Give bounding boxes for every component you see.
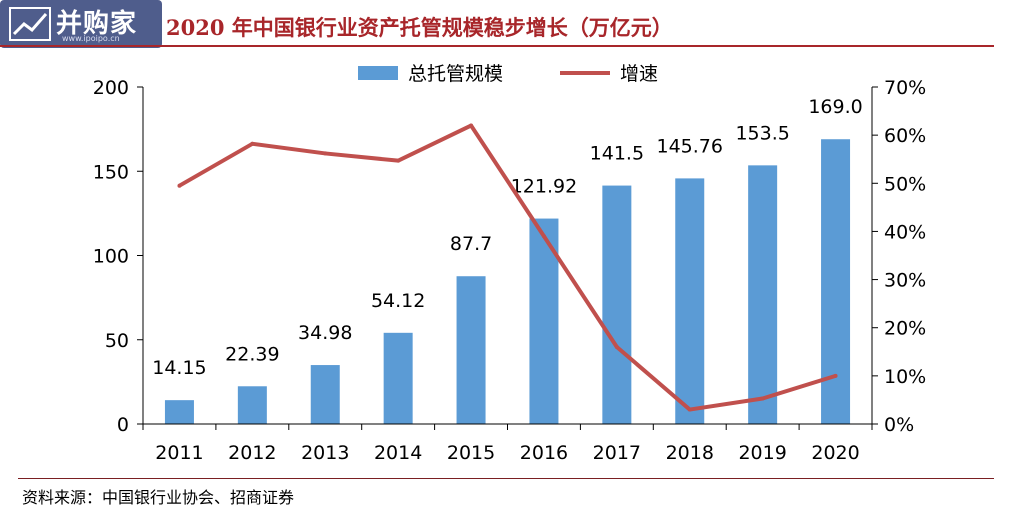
growth-point-2015 <box>469 123 474 128</box>
y-left-tick-label: 50 <box>105 330 129 352</box>
logo-text: 并购家 <box>56 9 138 39</box>
growth-point-2013 <box>323 151 328 156</box>
legend-swatch-bar <box>358 66 398 80</box>
chart-logo-icon <box>9 7 51 41</box>
growth-point-2011 <box>177 183 182 188</box>
bar-2013 <box>310 365 340 424</box>
chart-legend: 总托管规模 增速 <box>358 63 658 85</box>
y-right-tick-label: 40% <box>884 221 926 243</box>
bar-label-2016: 121.92 <box>511 176 577 198</box>
y-left-tick-label: 0 <box>117 414 129 436</box>
bar-label-2018: 145.76 <box>657 135 723 157</box>
bar-2017 <box>602 185 632 424</box>
growth-point-2020 <box>833 373 838 378</box>
y-left-tick-label: 100 <box>93 246 129 268</box>
x-tick-label: 2015 <box>447 442 495 464</box>
growth-point-2012 <box>250 141 255 146</box>
bar-label-2015: 87.7 <box>450 233 492 255</box>
x-tick-label: 2016 <box>520 442 568 464</box>
x-tick-label: 2012 <box>228 442 276 464</box>
y-right-tick-label: 10% <box>884 366 926 388</box>
growth-point-2019 <box>760 396 765 401</box>
growth-point-2017 <box>614 344 619 349</box>
bar-2015 <box>456 276 486 424</box>
bar-label-2011: 14.15 <box>152 357 206 379</box>
x-tick-label: 2020 <box>811 442 859 464</box>
x-tick-label: 2019 <box>738 442 786 464</box>
line-series <box>177 123 838 412</box>
source-divider <box>18 478 994 479</box>
brand-logo: 并购家 www.ipoipo.cn <box>0 0 162 48</box>
y-right-tick-label: 20% <box>884 318 926 340</box>
growth-line <box>178 123 837 412</box>
x-tick-label: 2014 <box>374 442 422 464</box>
bar-2014 <box>383 332 413 424</box>
page-title: 2020 年中国银行业资产托管规模稳步增长（万亿元） <box>166 15 673 40</box>
bar-label-2020: 169.0 <box>808 96 862 118</box>
y-right-tick-label: 0% <box>884 414 914 436</box>
y-left-tick-label: 200 <box>93 77 129 99</box>
bar-2011 <box>164 400 194 424</box>
x-tick-label: 2017 <box>593 442 641 464</box>
legend-label-bar: 总托管规模 <box>408 63 503 85</box>
chart-axes: 0 50 100 150 200 0% 10% 20% 30% 40% 50% 60% 70% 2011 2… <box>93 77 927 464</box>
x-tick-label: 2018 <box>666 442 714 464</box>
growth-point-2014 <box>396 158 401 163</box>
legend-label-line: 增速 <box>620 63 658 85</box>
title-divider <box>0 45 994 47</box>
bar-2018 <box>675 178 705 424</box>
growth-point-2018 <box>687 407 692 412</box>
growth-point-2016 <box>541 234 546 239</box>
bar-label-2017: 141.5 <box>590 143 644 165</box>
y-left-tick-label: 150 <box>93 161 129 183</box>
source-note: 资料来源：中国银行业协会、招商证券 <box>22 488 295 507</box>
y-right-tick-label: 70% <box>884 77 926 99</box>
bar-label-2012: 22.39 <box>225 343 279 365</box>
y-right-tick-label: 60% <box>884 125 926 147</box>
bar-2012 <box>237 386 267 424</box>
y-right-tick-label: 50% <box>884 173 926 195</box>
logo-url: www.ipoipo.cn <box>62 34 120 43</box>
bar-2020 <box>821 139 851 425</box>
bar-label-2014: 54.12 <box>371 290 425 312</box>
bar-label-2019: 153.5 <box>735 122 789 144</box>
bar-data-labels: 14.15 22.39 34.98 54.12 87.7 121.92 141.5 145.7… <box>152 96 863 379</box>
bar-2019 <box>748 165 778 425</box>
y-right-tick-label: 30% <box>884 270 926 292</box>
bar-label-2013: 34.98 <box>298 322 352 344</box>
x-tick-label: 2011 <box>155 442 203 464</box>
x-tick-label: 2013 <box>301 442 349 464</box>
